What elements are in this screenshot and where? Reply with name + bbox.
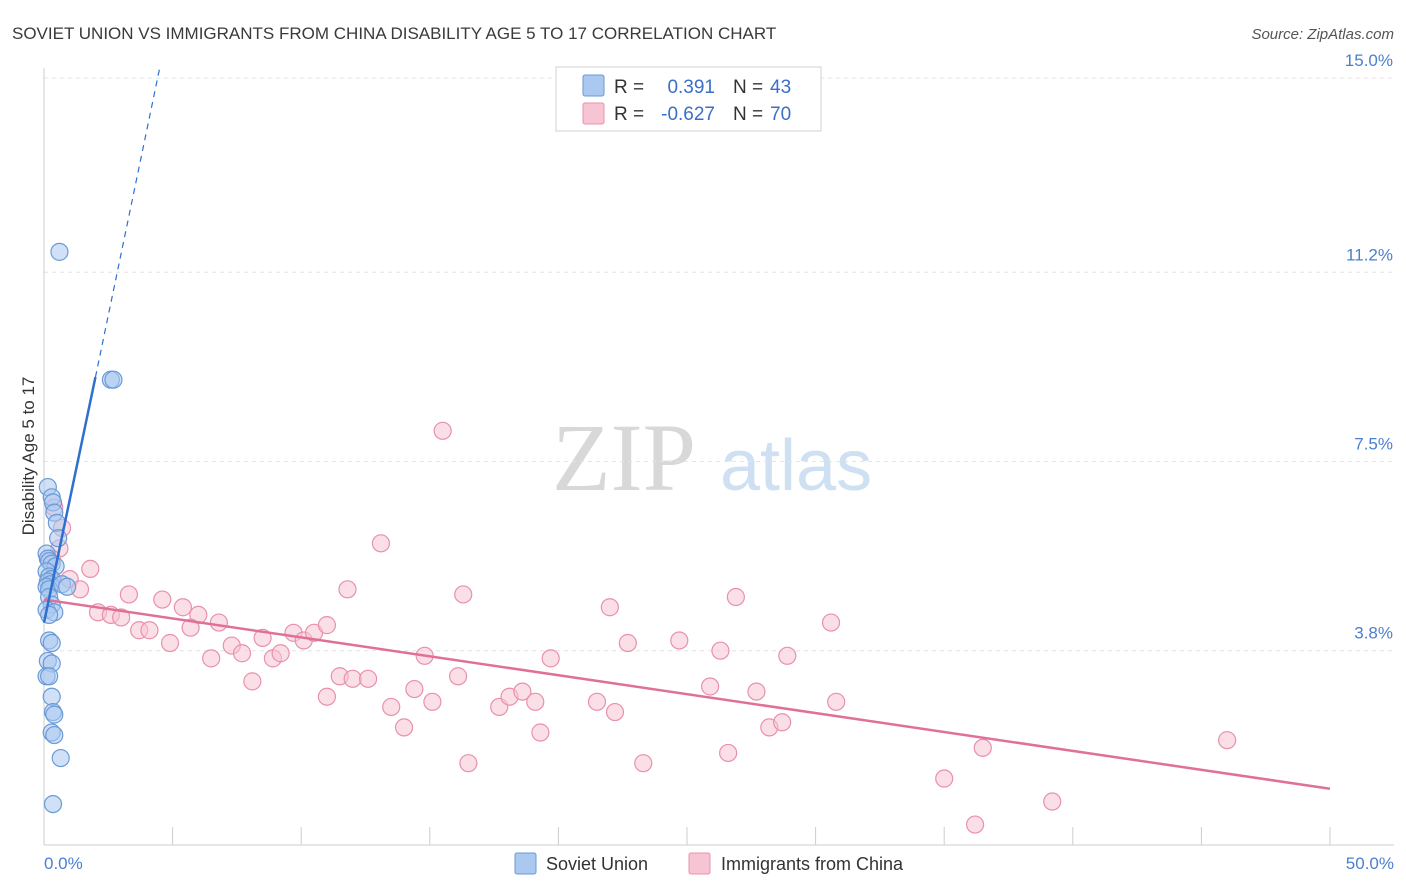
china-point-67: [935, 769, 954, 788]
stats-legend-r-label-soviet: R =: [614, 77, 644, 98]
china-point-43: [459, 754, 478, 773]
china-point-55: [634, 754, 653, 773]
watermark-atlas: atlas: [720, 426, 872, 506]
stats-legend-n-label-soviet: N =: [733, 77, 763, 98]
watermark-logo: ZIP atlas: [552, 404, 872, 511]
china-point-25: [271, 644, 290, 663]
soviet-point-2: [104, 370, 123, 389]
china-point-18: [160, 633, 180, 653]
china-point-36: [382, 697, 401, 717]
china-point-35: [371, 534, 391, 553]
y-tick-label-2: 11.2%: [1346, 245, 1393, 264]
bottom-legend-label-china: Immigrants from China: [721, 854, 904, 874]
axes: [43, 68, 1394, 846]
china-point-64: [778, 646, 797, 665]
stats-legend-swatch-soviet: [582, 74, 605, 97]
stats-legend-n-value-china: 70: [770, 104, 791, 125]
china-point-51: [587, 692, 607, 711]
china-point-57: [701, 677, 720, 696]
stats-legend-n-value-soviet: 43: [770, 77, 791, 98]
china-trend-line: [43, 598, 1331, 790]
china-point-49: [531, 723, 550, 742]
soviet-trend-line: [42, 376, 97, 623]
china-point-29: [317, 616, 337, 635]
china-point-9: [173, 598, 192, 617]
china-point-8: [153, 590, 172, 609]
china-point-52: [605, 702, 625, 722]
stats-legend-r-value-china: -0.627: [661, 104, 715, 125]
stats-legend: R = 0.391 N = 43 R = -0.627 N = 70: [555, 66, 822, 132]
china-point-38: [405, 679, 424, 699]
soviet-trend-extension: [94, 67, 161, 378]
china-point-70: [1043, 792, 1062, 811]
bottom-legend-swatch-china: [688, 852, 711, 875]
soviet-point-36: [45, 705, 64, 724]
series-soviet-union-points: [37, 242, 123, 814]
china-point-40: [423, 692, 442, 711]
china-point-32: [338, 580, 357, 599]
china-point-7: [119, 585, 138, 604]
china-point-30: [317, 687, 337, 706]
china-point-47: [513, 682, 532, 701]
chart-title: SOVIET UNION VS IMMIGRANTS FROM CHINA DI…: [12, 24, 776, 43]
china-point-23: [253, 628, 272, 648]
soviet-point-29: [42, 633, 61, 653]
chart-source: Source: ZipAtlas.com: [1251, 26, 1394, 43]
china-point-14: [112, 608, 131, 627]
china-point-56: [670, 631, 689, 650]
china-point-68: [973, 738, 992, 757]
stats-legend-swatch-china: [582, 102, 605, 125]
stats-legend-n-label-china: N =: [733, 104, 763, 125]
x-tick-label-min: 0.0%: [44, 854, 83, 873]
bottom-legend: Soviet Union Immigrants from China: [514, 852, 904, 875]
y-axis-label: Disability Age 5 to 17: [19, 377, 38, 536]
china-point-4: [81, 559, 100, 578]
bottom-legend-label-soviet: Soviet Union: [546, 854, 648, 874]
china-point-41: [433, 421, 452, 440]
china-point-11: [209, 613, 228, 632]
soviet-point-40: [43, 794, 63, 814]
china-point-58: [711, 641, 730, 660]
china-point-63: [773, 713, 792, 732]
china-point-66: [827, 692, 846, 711]
china-point-53: [600, 598, 619, 617]
soviet-point-33: [40, 667, 59, 686]
china-point-42: [448, 667, 468, 686]
china-point-48: [526, 692, 545, 711]
bottom-legend-swatch-soviet: [514, 852, 537, 875]
china-point-59: [719, 743, 738, 763]
stats-legend-r-label-china: R =: [614, 104, 644, 125]
china-point-65: [821, 613, 841, 632]
china-point-21: [232, 644, 252, 663]
china-point-54: [618, 633, 637, 653]
china-point-34: [358, 669, 378, 688]
grid-lines: [44, 77, 1394, 652]
x-tick-label-max: 50.0%: [1346, 854, 1394, 873]
china-point-22: [243, 672, 262, 691]
watermark-zip: ZIP: [552, 404, 696, 511]
soviet-point-34: [42, 687, 61, 706]
china-point-44: [454, 585, 473, 604]
china-point-69: [965, 815, 985, 834]
china-point-50: [541, 649, 560, 668]
soviet-point-0: [50, 242, 69, 261]
china-point-17: [181, 618, 200, 637]
trend-lines: [42, 67, 1331, 790]
china-point-61: [747, 682, 766, 701]
soviet-point-38: [45, 725, 64, 745]
stats-legend-r-value-soviet: 0.391: [667, 77, 715, 98]
y-tick-label-1: 7.5%: [1354, 435, 1393, 454]
china-point-19: [202, 649, 221, 668]
soviet-point-22: [58, 577, 77, 596]
soviet-point-39: [51, 748, 70, 768]
y-tick-label-3: 15.0%: [1345, 51, 1393, 70]
china-point-33: [343, 669, 362, 688]
china-point-60: [726, 587, 745, 607]
y-tick-labels: 3.8% 7.5% 11.2% 15.0%: [1345, 51, 1393, 643]
y-tick-label-0: 3.8%: [1354, 624, 1393, 643]
china-point-71: [1218, 731, 1237, 750]
china-point-16: [140, 621, 159, 640]
china-point-37: [394, 718, 414, 737]
